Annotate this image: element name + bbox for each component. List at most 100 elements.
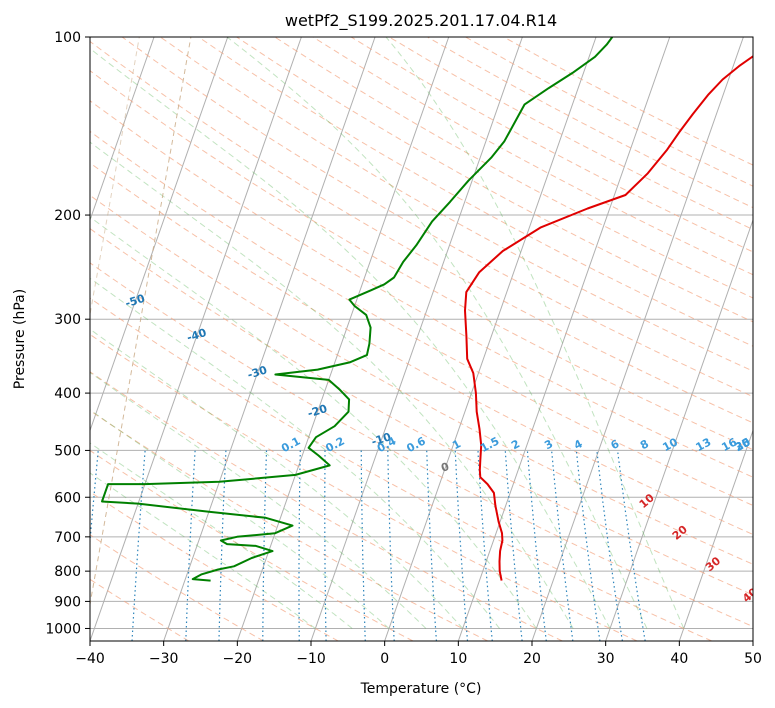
y-tick-label: 1000	[45, 621, 81, 637]
x-axis-title: Temperature (°C)	[360, 681, 482, 697]
isotherm-label: -60	[68, 241, 91, 260]
mixing-ratio-label: 13	[694, 435, 714, 454]
isotherm-line	[90, 37, 155, 222]
x-tick-label: 10	[449, 651, 467, 667]
mixing-ratio-line	[617, 450, 646, 641]
dry-adiabat-label: 40	[740, 585, 760, 605]
y-tick-label: 100	[54, 30, 81, 46]
isotherm-line	[0, 37, 7, 641]
isotherm-label: 0	[440, 460, 452, 475]
dry-adiabat-line	[90, 130, 753, 507]
moist-adiabat-line	[90, 47, 611, 629]
x-tick-label: 20	[523, 651, 541, 667]
mixing-ratio-line	[387, 450, 395, 641]
x-tick-label: 50	[744, 651, 762, 667]
mixing-ratio-line	[185, 450, 196, 641]
dry-adiabat-line	[90, 534, 264, 641]
mixing-ratio-line	[324, 450, 327, 641]
moist-adiabat-line	[90, 371, 427, 629]
mixing-ratio-label: 20	[733, 435, 753, 454]
x-tick-label: −40	[75, 651, 105, 667]
dry-adiabat-line	[90, 371, 563, 641]
mixing-ratio-label: 0.2	[323, 434, 346, 455]
dry-adiabat-line	[274, 37, 753, 299]
plot-area: -100-90-80-70-60-50-40-30-20-10010203040…	[0, 37, 760, 641]
x-tick-label: −10	[296, 651, 326, 667]
x-tick-label: 30	[597, 651, 615, 667]
mixing-ratio-line	[454, 450, 469, 641]
y-tick-label: 700	[54, 530, 81, 546]
mixing-ratio-line	[551, 450, 574, 641]
y-tick-label: 500	[54, 443, 81, 459]
dry-adiabat-line	[90, 449, 414, 641]
mixing-ratio-line	[298, 450, 301, 641]
dry-adiabat-line	[90, 333, 638, 641]
dry-adiabat-line	[160, 37, 753, 372]
dry-adiabat-line	[312, 37, 753, 276]
mixing-ratio-label: 16	[719, 435, 739, 454]
dry-adiabat-line	[90, 262, 753, 628]
mixing-ratio-line	[426, 450, 437, 641]
dry-adiabat-line	[503, 37, 753, 166]
dry-adiabat-line	[388, 37, 753, 231]
isotherm-label: -20	[306, 402, 329, 421]
isotherm-line	[531, 37, 744, 641]
dry-adiabat-line	[90, 100, 753, 478]
y-tick-label: 600	[54, 490, 81, 506]
mixing-ratio-line	[504, 450, 523, 641]
isotherm-label: -70	[12, 189, 35, 208]
dry-adiabat-line	[121, 37, 753, 398]
isotherm-line	[605, 218, 753, 641]
mixing-ratio-line	[596, 450, 623, 641]
dry-adiabat-label: 20	[670, 523, 690, 543]
mixing-ratio-label: 25	[733, 435, 753, 454]
y-tick-label: 300	[54, 312, 81, 328]
y-axis: 100 200 300 400 500 600 700 800 900 1000	[45, 30, 90, 637]
dry-adiabat-line	[90, 409, 488, 641]
dry-adiabat-line	[90, 162, 753, 536]
y-tick-label: 200	[54, 208, 81, 224]
dry-adiabat-line	[90, 194, 753, 565]
mixing-ratio-label: 36	[733, 435, 753, 454]
y-tick-label: 400	[54, 386, 81, 402]
x-tick-label: −20	[223, 651, 253, 667]
mixing-ratio-line	[262, 450, 268, 641]
mixing-ratio-label: 0.1	[279, 434, 302, 455]
mixing-ratio-label: 0.6	[404, 434, 428, 455]
moist-adiabat-line	[90, 442, 353, 629]
isotherm-label: -30	[246, 363, 269, 382]
x-tick-label: −30	[149, 651, 179, 667]
dry-adiabat-line	[90, 70, 753, 451]
mixing-ratio-label: 1.5	[478, 434, 501, 455]
moist-adiabat-line	[90, 141, 574, 629]
moist-adiabat-line	[385, 37, 685, 629]
plot-frame	[89, 36, 754, 642]
x-axis: −40 −30 −20 −10 0 10 20 30 40 50	[75, 641, 762, 667]
isotherm-line	[752, 639, 753, 641]
mixing-ratio-line	[131, 450, 146, 641]
dry-adiabat-line	[90, 578, 190, 641]
x-tick-label: 0	[380, 651, 389, 667]
moist-adiabat-line	[90, 216, 537, 629]
moist-adiabat-line	[90, 277, 500, 629]
dry-adiabat-line	[90, 228, 753, 596]
x-tick-label: 40	[670, 651, 688, 667]
chart-title: wetPf2_S199.2025.201.17.04.R14	[285, 11, 557, 31]
isotherm-label: -10	[370, 430, 393, 449]
dewpoint-profile-line	[101, 37, 614, 582]
isotherm-line	[457, 37, 671, 641]
y-tick-label: 900	[54, 594, 81, 610]
isotherm-line	[384, 37, 597, 641]
dry-adiabat-line	[90, 297, 712, 641]
moist-adiabat-line	[90, 409, 390, 629]
mixing-ratio-line	[477, 450, 493, 641]
mixing-ratio-label: 10	[660, 435, 680, 454]
isotherm-label: -40	[185, 326, 208, 345]
reference-arc-line	[90, 37, 140, 318]
dry-adiabat-label: 10	[637, 491, 657, 511]
dry-adiabat-line	[90, 491, 339, 641]
isotherm-line	[163, 37, 376, 641]
moist-adiabat-line	[90, 472, 316, 629]
isotherm-label: -50	[124, 292, 147, 311]
